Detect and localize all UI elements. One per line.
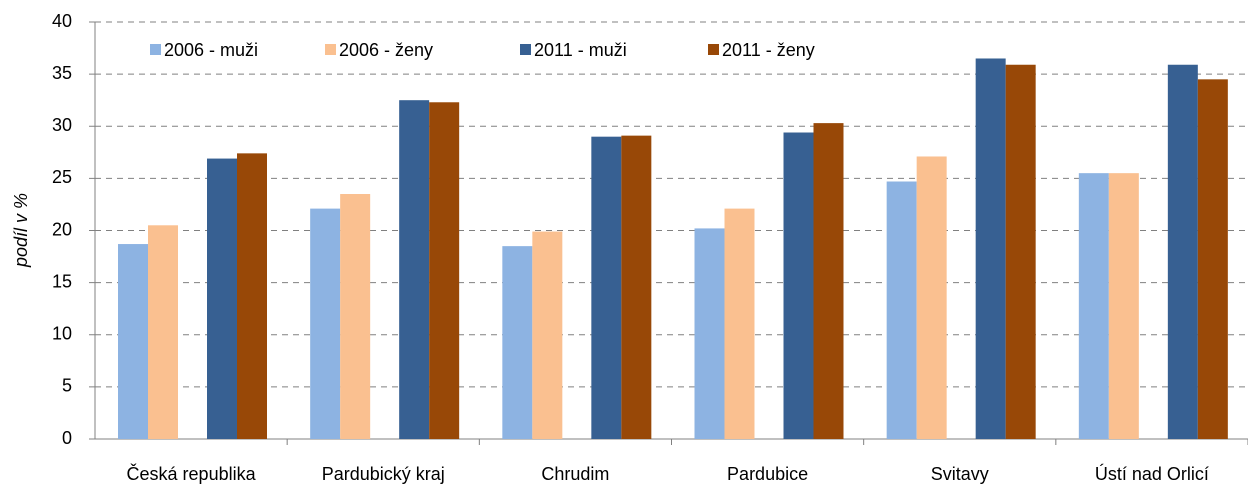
legend-label: 2011 - muži [534,40,627,60]
legend-swatch [150,44,161,55]
bar [621,135,652,439]
legend-swatch [708,44,719,55]
bar [399,100,430,439]
bar [886,181,917,439]
bar [340,194,371,439]
y-tick-label: 35 [52,63,72,83]
legend-label: 2006 - ženy [339,40,433,60]
x-tick-label: Chrudim [541,464,609,484]
bar [1005,64,1036,440]
legend-label: 2006 - muži [164,40,258,60]
bar [118,244,148,439]
x-tick-label: Pardubice [727,464,808,484]
y-tick-label: 20 [52,219,72,239]
x-tick-label: Pardubický kraj [322,464,445,484]
y-tick-label: 25 [52,167,72,187]
y-tick-label: 5 [62,376,72,396]
x-tick-label: Svitavy [931,464,989,484]
bar [1197,79,1228,440]
legend-swatch [325,44,336,55]
bar [148,225,178,439]
bar [237,153,267,440]
bar [532,231,563,439]
x-tick-label: Ústí nad Orlicí [1095,463,1209,484]
y-tick-label: 40 [52,11,72,31]
y-tick-label: 30 [52,115,72,135]
bar [1078,173,1109,439]
bar [1108,173,1139,439]
bar [783,132,814,439]
bar [694,228,725,439]
bar [502,246,533,439]
bar [591,136,622,440]
bar [916,156,947,440]
bar [207,158,237,439]
y-tick-label: 10 [52,324,72,344]
x-tick-label: Česká republika [127,463,257,484]
bar [813,123,844,439]
y-tick-label: 0 [62,428,72,448]
y-axis-label: podíl v % [11,193,31,268]
y-tick-label: 15 [52,271,72,291]
bar [310,208,341,439]
legend-swatch [520,44,531,55]
legend-label: 2011 - ženy [722,40,815,60]
bar [724,208,755,439]
bar [1167,64,1198,440]
bar [429,102,460,440]
bar [975,58,1006,440]
